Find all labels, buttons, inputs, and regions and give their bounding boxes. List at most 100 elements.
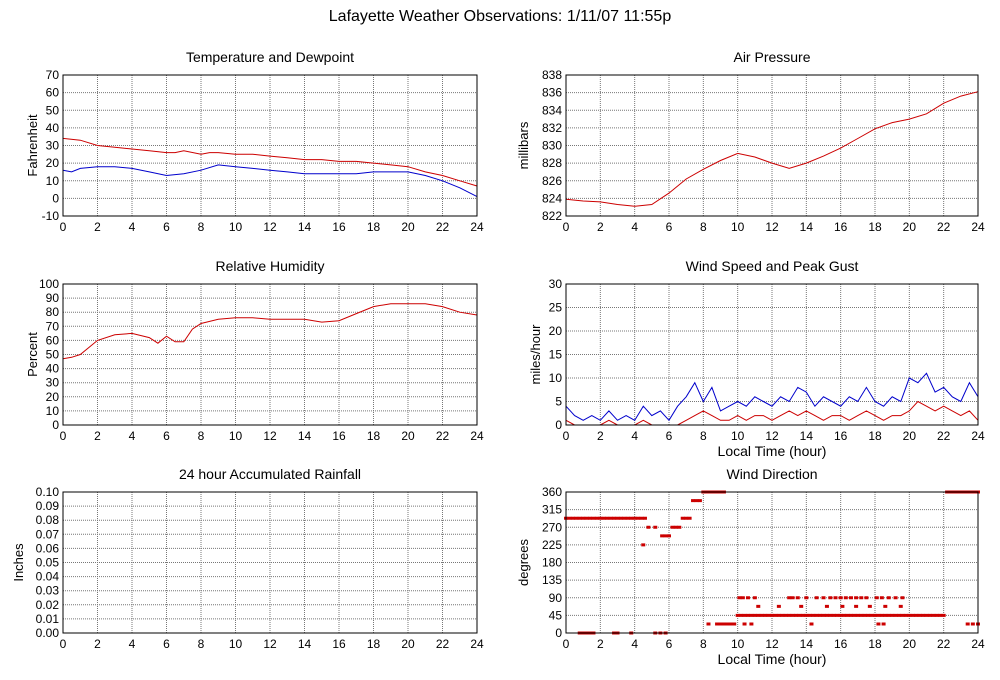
- data-point: [641, 543, 646, 547]
- data-point: [910, 613, 915, 617]
- x-tick-label: 8: [700, 220, 707, 234]
- y-tick-label: 225: [542, 538, 562, 552]
- y-tick-label: 0.10: [36, 485, 60, 499]
- data-point: [694, 499, 699, 503]
- data-point: [615, 516, 620, 520]
- data-point: [821, 613, 826, 617]
- data-point: [824, 613, 829, 617]
- data-point: [646, 525, 651, 529]
- y-tick-label: 5: [555, 395, 562, 409]
- x-tick-label: 24: [470, 220, 484, 234]
- chart-title: Wind Direction: [726, 466, 817, 482]
- y-tick-label: 0: [555, 418, 562, 432]
- x-tick-label: 22: [436, 220, 450, 234]
- data-point: [941, 613, 946, 617]
- data-point: [588, 516, 593, 520]
- y-tick-label: 20: [46, 156, 60, 170]
- data-point: [828, 596, 833, 600]
- data-point: [749, 613, 754, 617]
- y-axis-label: Inches: [11, 543, 26, 582]
- data-point: [898, 604, 903, 608]
- data-point: [797, 613, 802, 617]
- data-point: [642, 516, 647, 520]
- x-tick-label: 12: [765, 220, 779, 234]
- data-point: [862, 613, 867, 617]
- x-tick-label: 2: [94, 429, 101, 443]
- x-tick-label: 18: [868, 637, 882, 651]
- x-tick-label: 24: [971, 637, 985, 651]
- data-point: [622, 516, 627, 520]
- x-tick-label: 20: [401, 220, 415, 234]
- x-tick-label: 0: [563, 429, 570, 443]
- x-tick-label: 20: [903, 637, 917, 651]
- y-tick-label: 70: [46, 319, 60, 333]
- y-tick-label: 10: [549, 371, 563, 385]
- data-point: [795, 596, 800, 600]
- x-tick-label: 24: [971, 429, 985, 443]
- y-tick-label: 824: [542, 191, 562, 205]
- x-tick-label: 12: [263, 637, 277, 651]
- x-axis-label: Local Time (hour): [718, 443, 827, 459]
- data-point: [706, 622, 711, 626]
- data-point: [667, 534, 671, 538]
- data-point: [809, 622, 814, 626]
- x-tick-label: 8: [700, 429, 707, 443]
- data-point: [601, 516, 606, 520]
- y-tick-label: 40: [46, 362, 60, 376]
- data-point: [873, 613, 877, 617]
- data-point: [787, 613, 792, 617]
- data-point: [715, 622, 720, 626]
- data-point: [766, 613, 771, 617]
- y-tick-label: 180: [542, 556, 562, 570]
- x-tick-label: 10: [229, 220, 243, 234]
- data-point: [721, 622, 726, 626]
- data-point: [855, 613, 860, 617]
- data-point: [931, 613, 936, 617]
- data-point: [854, 604, 859, 608]
- data-point: [653, 525, 658, 529]
- y-tick-label: 50: [46, 348, 60, 362]
- y-tick-label: 20: [549, 324, 563, 338]
- x-tick-label: 4: [129, 637, 136, 651]
- data-point: [818, 613, 823, 617]
- y-axis-label: Percent: [25, 332, 40, 377]
- y-axis-label: millibars: [516, 121, 531, 169]
- y-tick-label: 270: [542, 520, 562, 534]
- data-point: [605, 516, 610, 520]
- data-point: [591, 516, 596, 520]
- data-point: [737, 596, 742, 600]
- data-point: [740, 596, 745, 600]
- x-tick-label: 16: [834, 220, 848, 234]
- data-point: [883, 604, 888, 608]
- data-point: [752, 613, 757, 617]
- y-tick-label: 45: [549, 608, 563, 622]
- data-point: [811, 613, 816, 617]
- data-point: [629, 516, 634, 520]
- data-point: [570, 516, 575, 520]
- y-tick-label: 360: [542, 485, 562, 499]
- plot-frame: [62, 74, 478, 217]
- y-tick-label: 0.00: [36, 626, 60, 640]
- x-tick-label: 0: [60, 429, 67, 443]
- data-point: [745, 596, 750, 600]
- data-point: [897, 613, 902, 617]
- data-point: [756, 613, 761, 617]
- data-point: [879, 596, 884, 600]
- data-point: [824, 604, 829, 608]
- data-point: [680, 516, 685, 520]
- data-point: [687, 516, 692, 520]
- x-tick-label: 22: [436, 637, 450, 651]
- x-tick-label: 6: [163, 220, 170, 234]
- data-point: [970, 622, 975, 626]
- x-tick-label: 22: [937, 637, 951, 651]
- data-point: [697, 499, 702, 503]
- data-point: [814, 613, 819, 617]
- x-tick-label: 14: [800, 429, 814, 443]
- y-tick-label: 20: [46, 390, 60, 404]
- x-tick-label: 4: [129, 429, 136, 443]
- data-point: [684, 516, 689, 520]
- y-tick-label: 25: [549, 301, 563, 315]
- x-tick-label: 2: [597, 637, 604, 651]
